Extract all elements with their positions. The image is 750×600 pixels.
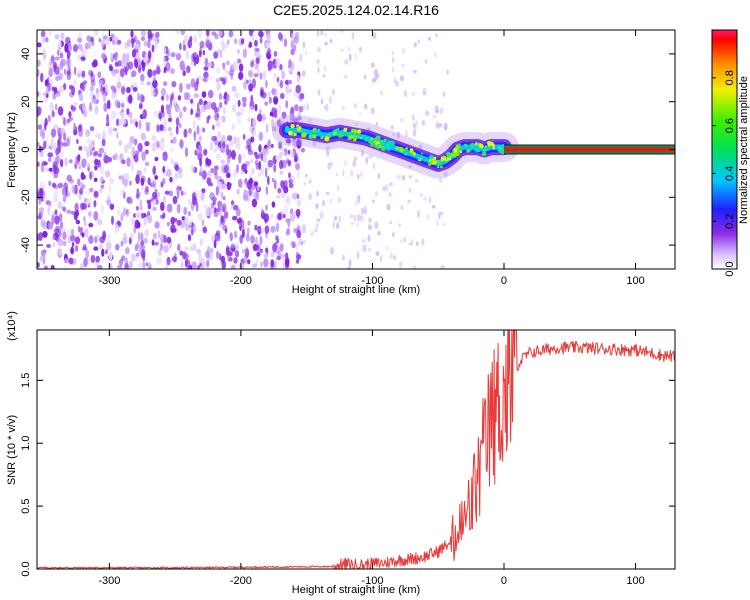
top-x-tick-label: 100 xyxy=(626,275,644,287)
bottom-panel: -300 -200 -100 0 100 0.0 0.5 1.0 1.5 Height of … xyxy=(6,311,676,596)
bottom-y-tick-label: 1.5 xyxy=(20,373,32,388)
top-x-tick-label: -200 xyxy=(230,275,252,287)
colorbar xyxy=(711,29,738,270)
colorbar-tick-label: 0.6 xyxy=(724,118,736,133)
ridge-trace xyxy=(271,115,675,179)
bottom-x-tick-label: 100 xyxy=(626,575,644,587)
top-y-axis-label: Frequency (Hz) xyxy=(6,112,18,188)
top-y-tick-label: 20 xyxy=(20,96,32,108)
bottom-multiplier: (x10⁴) xyxy=(6,311,18,341)
bottom-x-tick-label: -100 xyxy=(361,575,383,587)
bottom-y-axis: 0.0 0.5 1.0 1.5 xyxy=(20,373,675,577)
top-x-tick-label: -300 xyxy=(98,275,120,287)
top-x-axis: -300 -200 -100 0 100 xyxy=(98,30,645,287)
snr-series xyxy=(37,330,675,569)
colorbar-tick-label: 0.8 xyxy=(724,70,736,85)
colorbar-tick-label: 0.4 xyxy=(724,166,736,181)
top-y-tick-label: -40 xyxy=(20,237,32,253)
bottom-plot-frame xyxy=(36,329,676,570)
colorbar-tick-label: 0.0 xyxy=(724,261,736,276)
top-y-axis: -40 -20 0 20 40 xyxy=(20,48,675,253)
bottom-y-tick-label: 0.5 xyxy=(20,498,32,513)
top-x-tick-label: -100 xyxy=(361,275,383,287)
bottom-x-tick-label: -300 xyxy=(98,575,120,587)
bottom-x-tick-label: -200 xyxy=(230,575,252,587)
chart-title: C2E5.2025.124.02.14.R16 xyxy=(273,2,439,18)
bottom-y-tick-label: 1.0 xyxy=(20,436,32,451)
bottom-y-tick-label: 0.0 xyxy=(20,561,32,576)
bottom-x-tick-label: 0 xyxy=(501,575,507,587)
top-x-tick-label: 0 xyxy=(501,275,507,287)
colorbar-tick-label: 0.2 xyxy=(724,214,736,229)
top-y-tick-label: 0 xyxy=(20,146,32,152)
top-y-tick-label: -20 xyxy=(20,189,32,205)
bottom-x-axis: -300 -200 -100 0 100 xyxy=(98,330,645,587)
colorbar-label: Normalized spectral amplitude xyxy=(738,76,750,224)
colorbar-ticks: 0.0 0.2 0.4 0.6 0.8 xyxy=(712,70,736,277)
noise-field xyxy=(37,30,449,269)
bottom-y-axis-label: SNR (10 * v/v) xyxy=(6,415,18,485)
bottom-x-axis-label: Height of straight line (km) xyxy=(292,584,420,596)
snr-line xyxy=(37,330,675,569)
top-x-axis-label: Height of straight line (km) xyxy=(292,284,420,296)
top-y-tick-label: 40 xyxy=(20,48,32,60)
